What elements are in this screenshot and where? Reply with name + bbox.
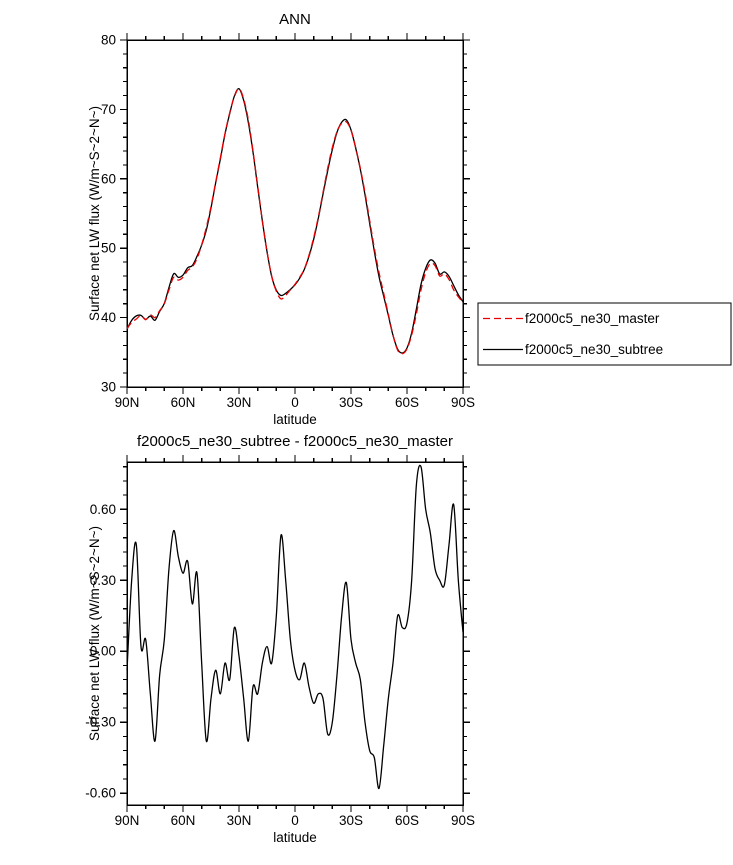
- y-tick-label: 0.60: [90, 502, 116, 517]
- y-tick-label: 40: [101, 310, 116, 325]
- x-tick-label: 60S: [395, 395, 419, 410]
- y-tick-label: -0.60: [85, 786, 116, 801]
- x-tick-label: 30S: [339, 813, 363, 828]
- chart-title: f2000c5_ne30_subtree - f2000c5_ne30_mast…: [137, 433, 453, 450]
- y-tick-label: 50: [101, 241, 116, 256]
- x-tick-label: 60N: [171, 395, 196, 410]
- legend-label: f2000c5_ne30_master: [525, 311, 660, 326]
- x-axis-label: latitude: [273, 412, 317, 427]
- y-tick-label: 80: [101, 33, 116, 48]
- bottom-chart: f2000c5_ne30_subtree - f2000c5_ne30_mast…: [85, 433, 475, 845]
- legend-box: [477, 302, 732, 366]
- x-tick-label: 30S: [339, 395, 363, 410]
- x-tick-label: 60N: [171, 813, 196, 828]
- series-line-difference: [126, 464, 464, 790]
- y-tick-label: 30: [101, 380, 116, 395]
- plot-frame: [126, 461, 464, 806]
- y-tick-label: 70: [101, 102, 116, 117]
- y-tick-label: -0.30: [85, 715, 116, 730]
- y-axis-label: Surface net LW flux (W/m~S~2~N~): [87, 106, 102, 321]
- x-tick-label: 30N: [227, 813, 252, 828]
- y-axis-label: Surface net LW flux (W/m~S~2~N~): [87, 526, 102, 741]
- y-tick-label: 0.30: [90, 573, 116, 588]
- y-tick-label: 60: [101, 171, 116, 186]
- x-tick-label: 30N: [227, 395, 252, 410]
- x-axis-label: latitude: [273, 830, 317, 845]
- series-line-f2000c5_ne30_subtree: [126, 88, 464, 354]
- x-tick-label: 90N: [115, 813, 140, 828]
- x-tick-label: 90S: [451, 395, 475, 410]
- x-tick-label: 0: [291, 395, 299, 410]
- x-tick-label: 0: [291, 813, 299, 828]
- legend-label: f2000c5_ne30_subtree: [525, 342, 663, 357]
- top-chart: ANN 90N 60N 30N 0 30S 60S 90S 30 40 50 60 70 80 latitu…: [87, 11, 732, 427]
- plot-frame: [126, 39, 464, 388]
- chart-title: ANN: [279, 11, 311, 28]
- y-tick-label: 0.00: [90, 644, 116, 659]
- x-tick-label: 90S: [451, 813, 475, 828]
- x-tick-label: 60S: [395, 813, 419, 828]
- series-line-f2000c5_ne30_master: [126, 87, 464, 355]
- x-tick-label: 90N: [115, 395, 140, 410]
